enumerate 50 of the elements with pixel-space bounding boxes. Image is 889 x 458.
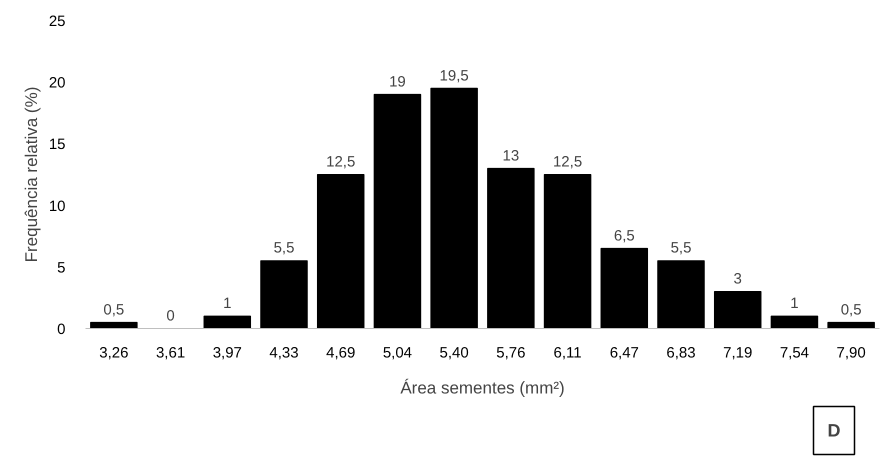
- x-tick-label: 6,83: [666, 344, 696, 362]
- y-tick-label: 20: [48, 74, 66, 92]
- bar: [374, 94, 422, 328]
- x-tick-label: 4,69: [326, 344, 356, 362]
- data-label: 3: [734, 270, 742, 288]
- x-tick-label: 3,61: [156, 344, 186, 362]
- y-tick-label: 15: [48, 136, 66, 154]
- data-label: 0,5: [840, 301, 862, 318]
- data-label: 12,5: [326, 154, 356, 170]
- x-tick-label: 4,33: [269, 344, 299, 362]
- bar: [204, 316, 252, 328]
- data-label: 19: [389, 73, 406, 90]
- bar: [316, 174, 364, 328]
- x-tick-label: 6,47: [610, 344, 639, 362]
- data-label: 1: [790, 295, 799, 312]
- data-label: 5,5: [670, 240, 692, 257]
- x-tick-label: 3,26: [99, 344, 128, 362]
- bar: [487, 168, 535, 328]
- x-tick-label: 7,19: [723, 344, 752, 362]
- data-label: 1: [223, 295, 232, 312]
- data-label: 19,5: [440, 67, 469, 84]
- bar: [430, 88, 478, 328]
- x-tick-label: 5,04: [382, 344, 412, 362]
- y-tick-label: 5: [57, 259, 66, 276]
- data-label: 5,5: [274, 240, 294, 257]
- x-tick-label: 5,76: [496, 344, 526, 362]
- x-tick-label: 7,90: [836, 344, 866, 362]
- data-label: 0,5: [103, 301, 124, 318]
- y-tick-label: 0: [57, 321, 66, 338]
- x-axis-title: Área sementes (mm²): [400, 378, 565, 398]
- data-label: 13: [502, 147, 520, 164]
- y-tick-label: 25: [48, 13, 66, 30]
- bar: [544, 174, 592, 328]
- bar: [770, 316, 818, 328]
- bar: [600, 248, 648, 328]
- bar: [714, 291, 762, 328]
- x-tick-label: 3,97: [212, 344, 242, 362]
- data-label: 12,5: [552, 154, 582, 170]
- x-tick-label: 6,11: [554, 344, 582, 362]
- y-axis-title: Frequência relativa (%): [22, 86, 41, 262]
- text: D: [828, 420, 840, 440]
- data-label: 6,5: [614, 227, 635, 244]
- y-tick-label: 10: [48, 198, 66, 215]
- bar: [260, 260, 308, 328]
- bar: [90, 322, 138, 328]
- bar: [657, 260, 705, 328]
- x-tick-label: 5,40: [440, 344, 469, 362]
- data-label: 0: [166, 308, 175, 324]
- bar: [827, 322, 875, 328]
- x-tick-label: 7,54: [780, 344, 810, 362]
